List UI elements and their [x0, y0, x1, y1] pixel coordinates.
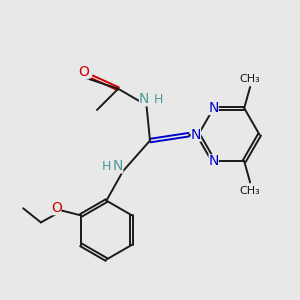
Text: O: O: [79, 65, 89, 79]
Text: O: O: [51, 201, 62, 215]
Text: N: N: [208, 101, 219, 115]
Text: CH₃: CH₃: [240, 74, 260, 84]
Text: H: H: [154, 93, 163, 106]
Text: N: N: [208, 154, 219, 168]
Text: N: N: [113, 160, 123, 173]
Text: N: N: [191, 128, 201, 142]
Text: H: H: [102, 160, 111, 173]
Text: N: N: [139, 92, 149, 106]
Text: CH₃: CH₃: [240, 186, 260, 196]
